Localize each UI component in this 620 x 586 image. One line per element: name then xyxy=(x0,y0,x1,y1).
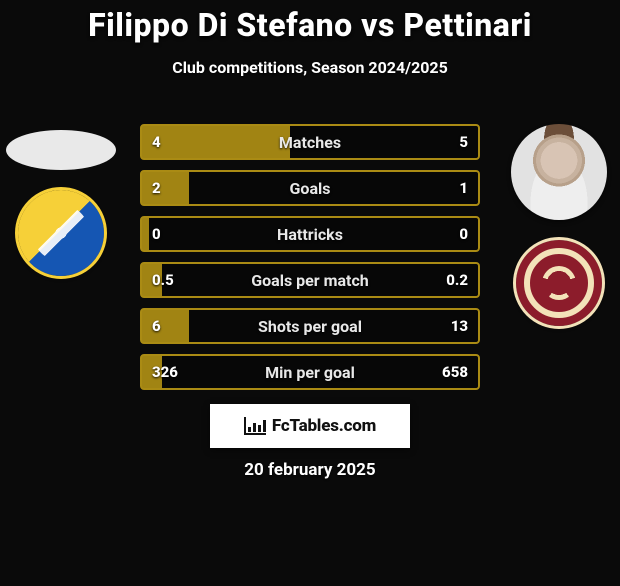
stat-row: 0Hattricks0 xyxy=(140,216,480,252)
brand-badge: FcTables.com xyxy=(210,404,410,448)
brand-chart-icon xyxy=(244,417,266,435)
stat-row: 0.5Goals per match0.2 xyxy=(140,262,480,298)
stat-row: 4Matches5 xyxy=(140,124,480,160)
stat-right-value: 1 xyxy=(408,172,468,204)
stat-right-value: 658 xyxy=(408,356,468,388)
player-left-photo-placeholder xyxy=(6,130,116,170)
stat-row: 326Min per goal658 xyxy=(140,354,480,390)
brand-bars-icon xyxy=(248,420,266,432)
stat-row: 6Shots per goal13 xyxy=(140,308,480,344)
player-right-club-badge xyxy=(516,240,602,326)
player-left-club-badge xyxy=(18,190,104,276)
comparison-card: Filippo Di Stefano vs Pettinari Club com… xyxy=(0,6,620,586)
page-title: Filippo Di Stefano vs Pettinari xyxy=(0,6,620,44)
stat-row: 2Goals1 xyxy=(140,170,480,206)
player-right-photo xyxy=(511,124,607,220)
brand-label: FcTables.com xyxy=(272,416,376,436)
stats-table: 4Matches5 2Goals1 0Hattricks0 0.5Goals per … xyxy=(140,124,480,400)
stat-right-value: 0 xyxy=(408,218,468,250)
page-subtitle: Club competitions, Season 2024/2025 xyxy=(0,58,620,77)
player-left-column xyxy=(6,110,116,276)
player-right-column xyxy=(504,124,614,326)
date-label: 20 february 2025 xyxy=(0,460,620,480)
stat-right-value: 5 xyxy=(408,126,468,158)
stat-right-value: 0.2 xyxy=(408,264,468,296)
stat-right-value: 13 xyxy=(408,310,468,342)
